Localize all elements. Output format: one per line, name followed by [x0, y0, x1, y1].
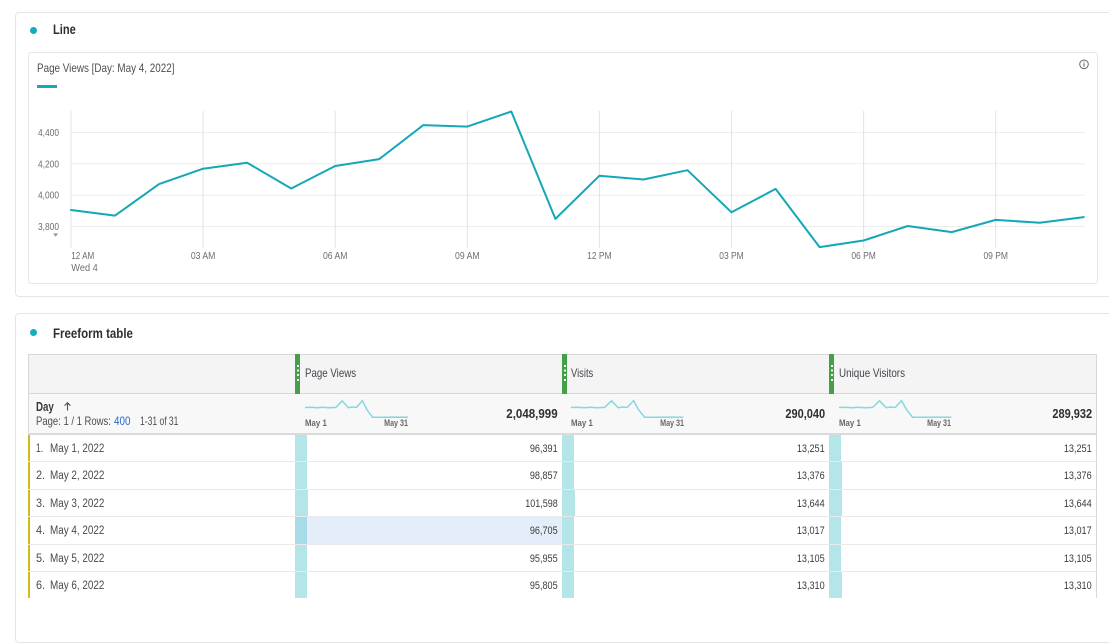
svg-text:03 AM: 03 AM [191, 251, 216, 262]
svg-text:3,800: 3,800 [38, 222, 59, 233]
svg-text:06 AM: 06 AM [323, 251, 348, 262]
svg-text:12 PM: 12 PM [587, 251, 612, 262]
svg-text:09 PM: 09 PM [983, 251, 1008, 262]
svg-text:09 AM: 09 AM [455, 251, 480, 262]
svg-text:Wed 4: Wed 4 [71, 263, 98, 274]
svg-text:4,000: 4,000 [38, 191, 59, 202]
svg-text:06 PM: 06 PM [851, 251, 876, 262]
svg-text:03 PM: 03 PM [719, 251, 744, 262]
svg-text:4,400: 4,400 [38, 128, 59, 139]
svg-text:12 AM: 12 AM [71, 251, 94, 262]
svg-text:4,200: 4,200 [38, 159, 59, 170]
